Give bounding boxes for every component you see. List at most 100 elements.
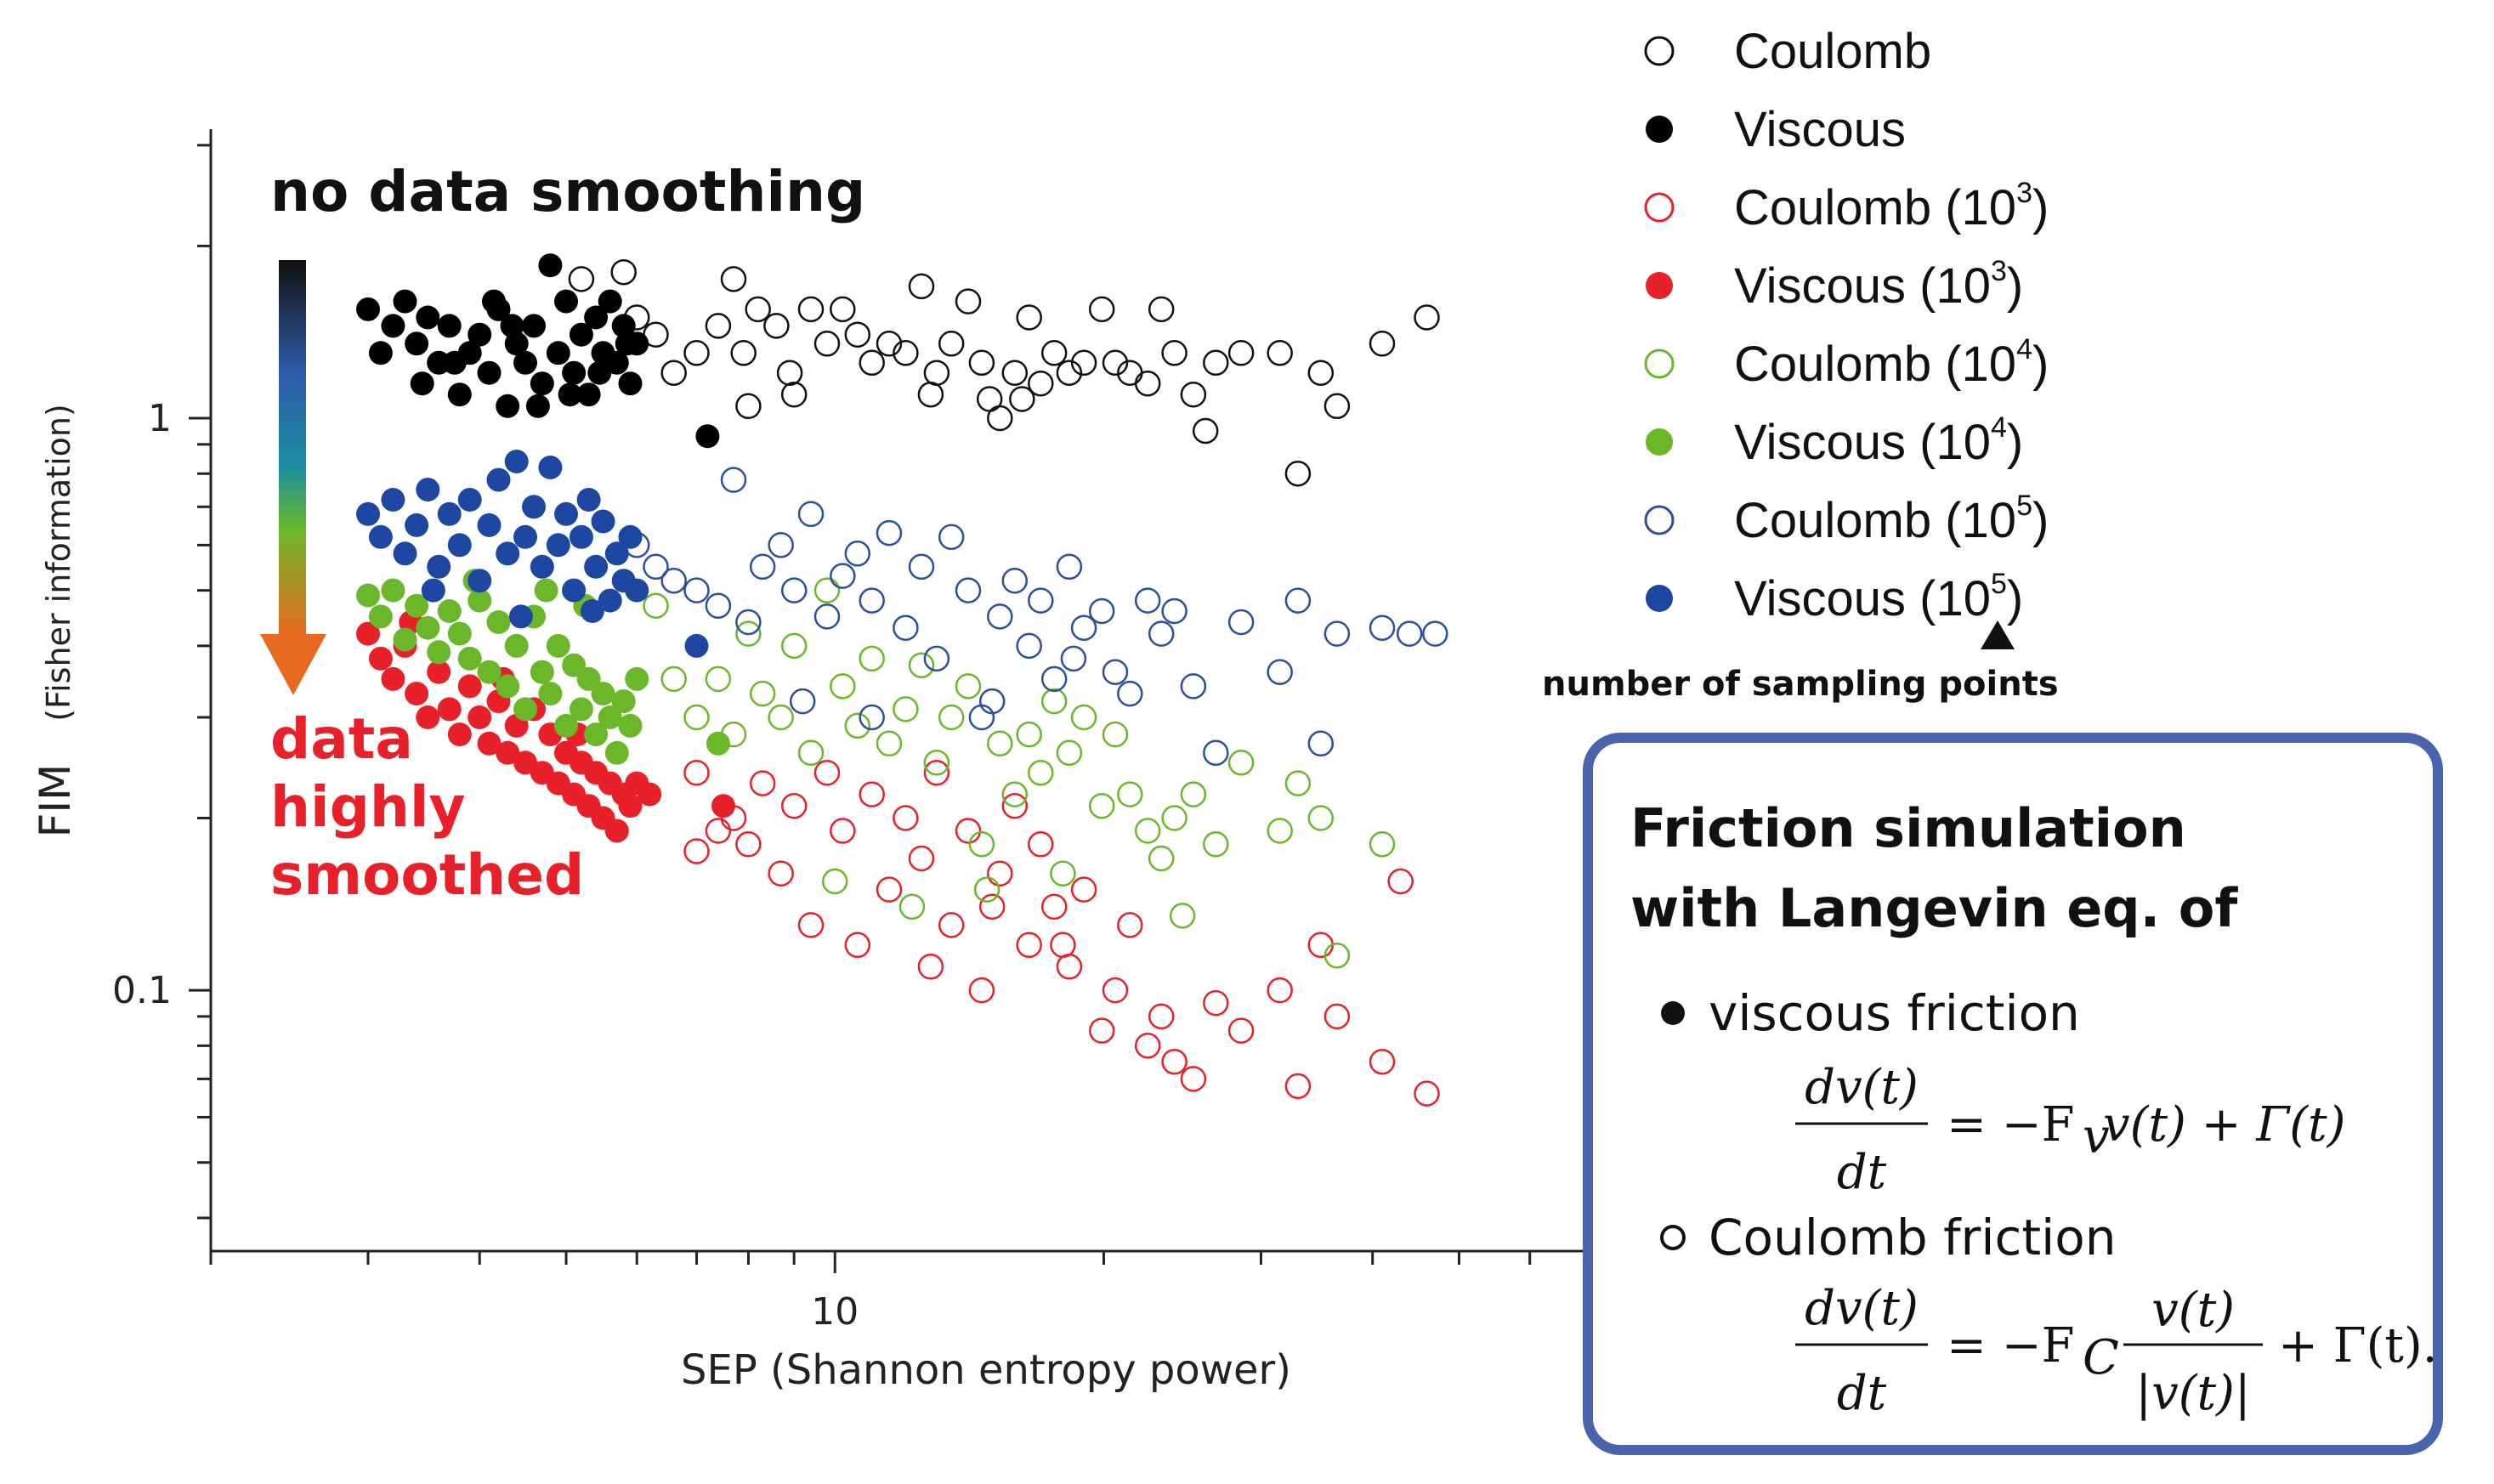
data-point	[598, 588, 622, 613]
data-point	[1161, 598, 1187, 625]
data-point	[468, 588, 492, 613]
data-point	[1148, 296, 1175, 323]
y-axis-label-sub: (Fisher information)	[40, 404, 77, 722]
data-point	[1284, 770, 1312, 796]
data-point	[893, 340, 919, 366]
info-box-frame	[1583, 733, 2443, 1455]
legend-label: Viscous (105)	[1734, 568, 2023, 626]
data-point	[604, 818, 629, 843]
info-box: Friction simulation with Langevin eq. of…	[1583, 733, 2443, 1455]
data-point	[530, 660, 554, 684]
data-point	[442, 350, 467, 375]
data-point	[416, 615, 440, 640]
data-point	[576, 488, 601, 512]
data-point	[1148, 845, 1175, 872]
data-point	[405, 682, 429, 706]
data-point	[486, 610, 511, 634]
data-point	[987, 730, 1013, 757]
coulomb-equation: dv(t) dt = −F C v(t) |v(t)| + Γ(t).	[1795, 1281, 2438, 1421]
data-point	[368, 341, 393, 365]
data-point	[955, 288, 982, 314]
data-point	[437, 501, 462, 526]
data-point	[813, 331, 841, 357]
legend-marker	[1646, 428, 1673, 456]
data-point	[859, 781, 885, 807]
data-point	[1040, 688, 1068, 715]
data-point	[1324, 620, 1351, 647]
data-point	[477, 660, 502, 684]
data-point	[468, 322, 492, 347]
data-point	[749, 770, 776, 796]
data-point	[584, 554, 609, 579]
data-point	[1088, 598, 1115, 625]
data-point	[618, 524, 643, 549]
data-point	[1056, 954, 1083, 980]
data-point	[1324, 943, 1351, 969]
data-point	[538, 456, 563, 479]
data-point	[1180, 673, 1207, 700]
data-point	[1267, 977, 1293, 1004]
data-point	[683, 577, 710, 603]
data-point	[780, 792, 808, 819]
data-point	[923, 645, 950, 672]
data-point	[1369, 615, 1396, 641]
data-point	[615, 331, 639, 356]
data-point	[821, 868, 848, 895]
data-point	[1307, 932, 1335, 959]
data-point	[1001, 567, 1029, 594]
series-viscous-10-5-	[356, 450, 709, 658]
legend-label: Viscous	[1734, 102, 1906, 157]
data-point	[513, 350, 537, 375]
data-point	[859, 645, 885, 672]
data-point	[381, 666, 405, 691]
data-point	[421, 578, 445, 603]
data-point	[876, 331, 903, 357]
series-coulomb	[568, 258, 1440, 487]
data-point	[978, 688, 1006, 715]
data-point	[660, 567, 687, 594]
data-point	[1040, 893, 1068, 920]
data-points	[356, 253, 1448, 1107]
data-point	[987, 603, 1013, 630]
data-point	[705, 818, 732, 844]
data-point	[813, 577, 841, 603]
data-point	[898, 893, 926, 920]
data-point	[1040, 340, 1068, 366]
series-viscous	[356, 253, 720, 449]
data-point	[356, 621, 380, 646]
data-point	[683, 340, 710, 366]
data-point	[611, 689, 636, 714]
data-point	[768, 532, 794, 558]
data-point	[923, 360, 950, 386]
data-point	[711, 794, 735, 818]
data-point	[610, 258, 637, 286]
data-point	[405, 331, 429, 356]
data-point	[955, 818, 982, 844]
data-point	[427, 554, 451, 579]
x-ticks: 10	[209, 1251, 1591, 1334]
data-point	[1016, 304, 1042, 331]
data-point	[1102, 721, 1129, 748]
data-point	[1307, 805, 1335, 831]
data-point	[546, 533, 570, 558]
y-axis-label-main: FIM	[31, 764, 80, 838]
data-point	[876, 730, 903, 757]
data-point	[1324, 393, 1351, 420]
eq2-frac-num: v(t)	[2151, 1283, 2235, 1338]
data-point	[1050, 932, 1076, 959]
data-point	[976, 386, 1003, 412]
data-point	[705, 666, 732, 693]
data-point	[1227, 340, 1255, 366]
data-point	[1369, 331, 1396, 357]
data-point	[457, 674, 482, 699]
eq2-numerator: dv(t)	[1805, 1281, 1919, 1336]
data-point	[530, 371, 554, 396]
data-point	[576, 666, 601, 691]
data-point	[496, 394, 520, 418]
data-point	[1267, 340, 1293, 366]
data-point	[780, 632, 808, 660]
data-point	[987, 860, 1013, 886]
series-coulomb-10-4-	[643, 577, 1396, 969]
data-point	[968, 831, 995, 858]
data-point	[955, 577, 982, 603]
